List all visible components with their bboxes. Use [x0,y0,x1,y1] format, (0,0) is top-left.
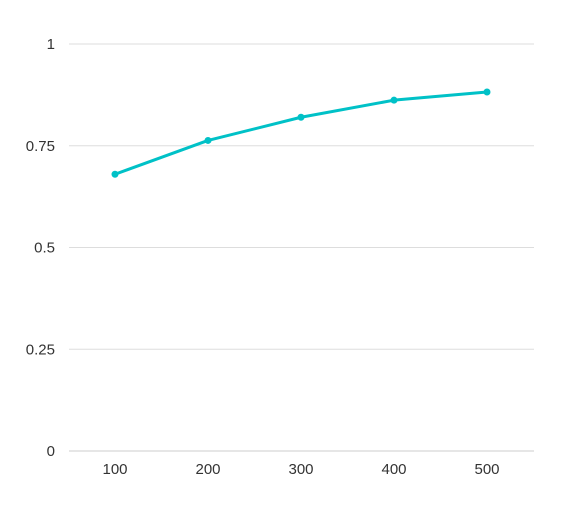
data-point[interactable] [390,96,398,104]
y-axis: 0 0.25 0.5 0.75 1 [26,36,55,460]
y-tick-label: 0.25 [26,341,55,358]
y-tick-label: 0.5 [34,240,55,257]
x-axis: 100 200 300 400 500 [102,461,499,478]
series-line [113,90,489,176]
x-tick-label: 400 [381,461,406,478]
data-point[interactable] [483,88,491,96]
gridlines [69,43,534,452]
x-tick-label: 100 [102,461,127,478]
data-point[interactable] [111,170,119,178]
y-tick-label: 1 [47,36,55,53]
y-tick-label: 0 [47,443,55,460]
y-tick-label: 0.75 [26,138,55,155]
x-tick-label: 200 [195,461,220,478]
data-point[interactable] [297,113,305,121]
series-layer [111,88,491,178]
x-tick-label: 300 [288,461,313,478]
data-point[interactable] [204,136,212,144]
x-tick-label: 500 [474,461,499,478]
